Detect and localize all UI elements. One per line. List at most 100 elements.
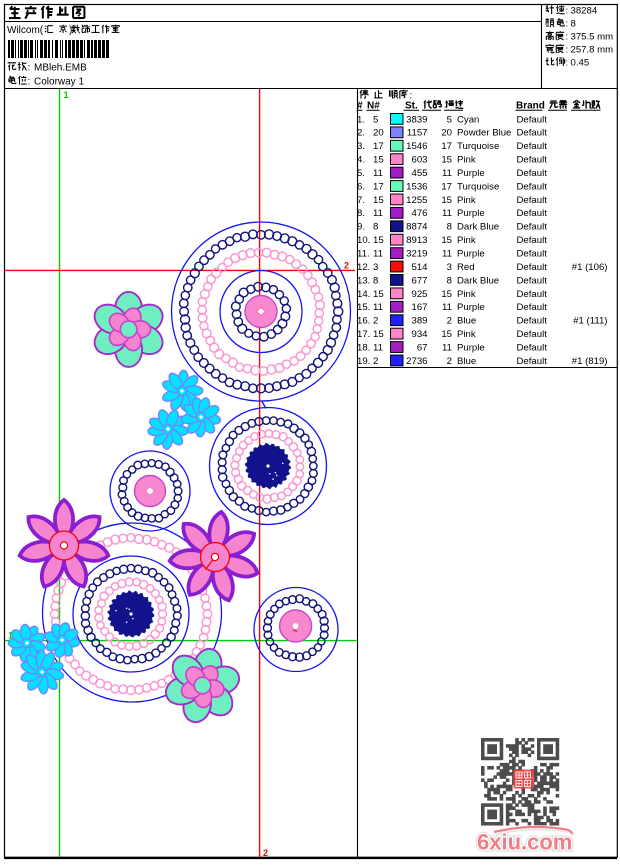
svg-text:455: 455 xyxy=(411,168,427,179)
svg-text:17: 17 xyxy=(441,181,452,192)
svg-text:Turquoise: Turquoise xyxy=(457,181,499,192)
svg-text:Default: Default xyxy=(517,114,548,125)
svg-text:16.: 16. xyxy=(357,316,370,327)
svg-text:Default: Default xyxy=(517,195,548,206)
svg-text::: : xyxy=(566,58,569,69)
svg-text:15: 15 xyxy=(441,155,452,166)
svg-text:11: 11 xyxy=(373,342,383,353)
svg-text:11: 11 xyxy=(442,208,452,219)
svg-text:14.: 14. xyxy=(357,289,370,300)
svg-text:Blue: Blue xyxy=(457,316,476,327)
svg-text:Cyan: Cyan xyxy=(457,114,479,125)
svg-text::: : xyxy=(28,77,31,88)
svg-text:2.: 2. xyxy=(357,128,365,139)
svg-text:Pink: Pink xyxy=(457,329,476,340)
svg-text:Powder Blue: Powder Blue xyxy=(457,128,511,139)
svg-text:15: 15 xyxy=(441,329,452,340)
svg-text:3: 3 xyxy=(447,262,452,273)
svg-text:Wilcom(: Wilcom( xyxy=(7,25,44,36)
svg-text:Pink: Pink xyxy=(457,289,476,300)
svg-text:15: 15 xyxy=(373,329,384,340)
svg-text:11: 11 xyxy=(373,249,383,260)
svg-text:Colorway 1: Colorway 1 xyxy=(34,77,84,88)
svg-text:Purple: Purple xyxy=(457,302,485,313)
svg-text:#1 (106): #1 (106) xyxy=(572,262,608,273)
svg-text:19.: 19. xyxy=(357,356,370,367)
svg-text:15: 15 xyxy=(441,235,452,246)
svg-text:603: 603 xyxy=(411,155,427,166)
svg-text:1.: 1. xyxy=(357,114,365,125)
svg-text:1157: 1157 xyxy=(407,128,428,139)
svg-text:St.: St. xyxy=(405,100,418,111)
svg-text:15: 15 xyxy=(373,235,384,246)
svg-text:#1 (111): #1 (111) xyxy=(573,316,607,327)
svg-text:Pink: Pink xyxy=(457,155,476,166)
svg-text:Default: Default xyxy=(517,141,548,152)
svg-text:8: 8 xyxy=(373,222,378,233)
svg-text:257.8 mm: 257.8 mm xyxy=(571,45,614,56)
svg-text:Brand: Brand xyxy=(516,100,545,111)
svg-text:8874: 8874 xyxy=(406,222,428,233)
svg-text:Purple: Purple xyxy=(457,208,485,219)
svg-text:Default: Default xyxy=(517,302,548,313)
svg-text:): ) xyxy=(69,25,72,36)
svg-text:934: 934 xyxy=(411,329,428,340)
svg-text:Purple: Purple xyxy=(457,342,485,353)
svg-text:Turquoise: Turquoise xyxy=(457,141,499,152)
svg-text:3839: 3839 xyxy=(406,114,427,125)
svg-text:167: 167 xyxy=(411,302,427,313)
svg-text:2: 2 xyxy=(447,316,452,327)
svg-text:67: 67 xyxy=(417,342,428,353)
svg-text:8.: 8. xyxy=(357,208,365,219)
svg-text::: : xyxy=(566,19,569,30)
svg-text:Default: Default xyxy=(517,275,548,286)
svg-text:11: 11 xyxy=(442,342,452,353)
svg-text:5: 5 xyxy=(373,114,378,125)
svg-text:3219: 3219 xyxy=(406,249,427,260)
svg-text:Purple: Purple xyxy=(457,168,485,179)
svg-text:8: 8 xyxy=(571,19,576,30)
svg-text:17.: 17. xyxy=(357,329,370,340)
svg-text:Dark Blue: Dark Blue xyxy=(457,222,499,233)
svg-text:Default: Default xyxy=(517,262,548,273)
svg-text:2: 2 xyxy=(373,356,378,367)
svg-text:Pink: Pink xyxy=(457,195,476,206)
svg-text:677: 677 xyxy=(411,275,427,286)
svg-text:Default: Default xyxy=(517,316,548,327)
svg-text:6xiu.com: 6xiu.com xyxy=(477,830,572,855)
svg-text:Default: Default xyxy=(517,356,548,367)
svg-text:5: 5 xyxy=(447,114,452,125)
svg-text:15: 15 xyxy=(441,289,452,300)
svg-text:11: 11 xyxy=(373,302,383,313)
svg-text:8: 8 xyxy=(447,222,452,233)
svg-text:Default: Default xyxy=(517,249,548,260)
svg-text:15: 15 xyxy=(441,195,452,206)
svg-text:15: 15 xyxy=(373,289,384,300)
svg-text:514: 514 xyxy=(411,262,428,273)
svg-text:8: 8 xyxy=(447,275,452,286)
svg-text:20: 20 xyxy=(373,128,384,139)
svg-text:8: 8 xyxy=(373,275,378,286)
svg-text:10.: 10. xyxy=(357,235,370,246)
svg-text:4.: 4. xyxy=(357,155,365,166)
svg-text:Default: Default xyxy=(517,342,548,353)
svg-text:1536: 1536 xyxy=(406,181,427,192)
svg-text:389: 389 xyxy=(411,316,427,327)
svg-text:N#: N# xyxy=(367,100,380,111)
svg-text:Default: Default xyxy=(517,289,548,300)
svg-text:11: 11 xyxy=(442,168,452,179)
svg-text:Pink: Pink xyxy=(457,235,476,246)
svg-text:1: 1 xyxy=(64,90,69,100)
svg-text:11: 11 xyxy=(373,208,383,219)
svg-text:476: 476 xyxy=(411,208,427,219)
svg-text:#1 (819): #1 (819) xyxy=(572,356,608,367)
svg-text:15: 15 xyxy=(373,195,384,206)
svg-text::: : xyxy=(566,6,569,17)
svg-text:Default: Default xyxy=(517,168,548,179)
svg-text:6.: 6. xyxy=(357,181,365,192)
svg-text:Default: Default xyxy=(517,128,548,139)
svg-text:2: 2 xyxy=(447,356,452,367)
svg-text::: : xyxy=(566,32,569,43)
svg-text:2: 2 xyxy=(373,316,378,327)
svg-text:Default: Default xyxy=(517,155,548,166)
